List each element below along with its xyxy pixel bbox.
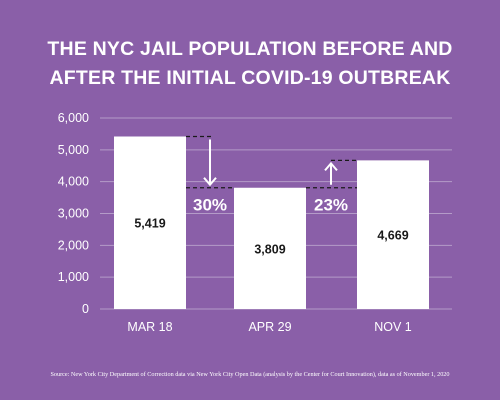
annotation-label: 30% [193, 196, 227, 215]
chart-title-line-2: AFTER THE INITIAL COVID-19 OUTBREAK [49, 67, 451, 89]
y-tick-label: 3,000 [58, 207, 89, 221]
bar-value-label: 5,419 [134, 217, 165, 231]
bar-value-label: 3,809 [254, 242, 285, 256]
x-tick-label: APR 29 [248, 320, 291, 334]
bar [114, 136, 186, 309]
y-tick-label: 0 [82, 302, 89, 316]
up-arrow-head [324, 161, 338, 172]
x-tick-label: MAR 18 [127, 320, 172, 334]
annotation-label: 23% [314, 196, 348, 215]
source-note: Source: New York City Department of Corr… [50, 371, 450, 378]
down-arrow-head [203, 177, 217, 187]
y-tick-label: 2,000 [58, 238, 89, 252]
bar-value-label: 4,669 [377, 229, 408, 243]
x-tick-label: NOV 1 [374, 320, 412, 334]
bar [357, 160, 429, 309]
y-tick-label: 6,000 [58, 111, 89, 125]
y-tick-label: 1,000 [58, 270, 89, 284]
bar [234, 187, 306, 309]
y-tick-label: 5,000 [58, 143, 89, 157]
chart-title-line-1: THE NYC JAIL POPULATION BEFORE AND [47, 38, 453, 60]
y-tick-label: 4,000 [58, 175, 89, 189]
